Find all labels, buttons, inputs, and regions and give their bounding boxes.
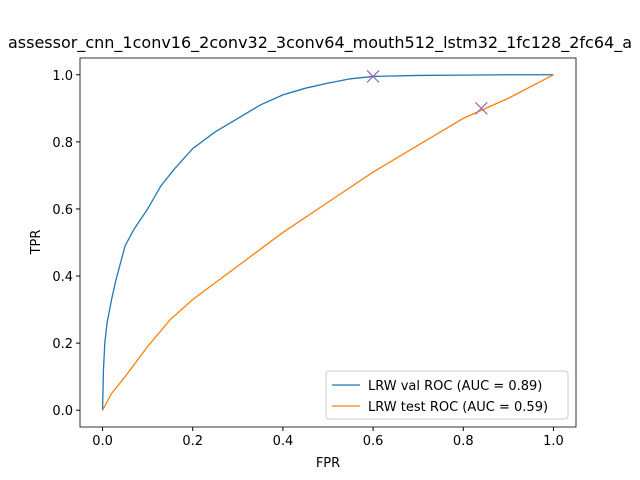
x-tick-label: 1.0 xyxy=(543,434,564,449)
x-marker xyxy=(366,70,380,83)
roc-line xyxy=(101,74,554,411)
x-tick-label: 0.6 xyxy=(363,434,384,449)
y-axis-label: TPR xyxy=(29,230,44,256)
x-marker xyxy=(474,101,488,115)
y-tick-label: 0.4 xyxy=(52,270,73,285)
chart-title: assessor_cnn_1conv16_2conv32_3conv64_mou… xyxy=(8,33,632,53)
legend-box xyxy=(325,370,569,420)
x-tick-label: 0.8 xyxy=(453,434,474,449)
roc-line xyxy=(101,74,554,411)
y-tick-label: 0.2 xyxy=(52,337,73,352)
x-tick-label: 0.0 xyxy=(92,434,113,449)
x-axis-label: FPR xyxy=(316,456,340,471)
x-tick-label: 0.4 xyxy=(273,434,294,449)
y-tick-label: 0.6 xyxy=(52,203,73,218)
y-tick-label: 1.0 xyxy=(52,69,73,84)
legend-label: LRW val ROC (AUC = 0.89) xyxy=(368,379,542,394)
y-tick-label: 0.8 xyxy=(52,136,73,151)
axes-frame xyxy=(79,57,577,428)
legend-label: LRW test ROC (AUC = 0.59) xyxy=(368,400,548,415)
y-tick-label: 0.0 xyxy=(52,404,73,419)
x-tick-label: 0.2 xyxy=(182,434,203,449)
